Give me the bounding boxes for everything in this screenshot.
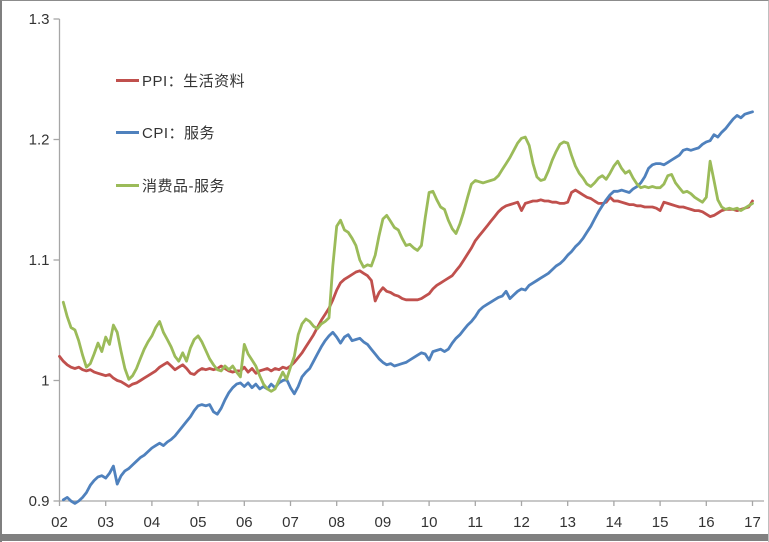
- x-axis-tick-label: 03: [97, 514, 114, 531]
- x-axis-tick-label: 05: [190, 514, 207, 531]
- x-axis-tick-label: 17: [744, 514, 761, 531]
- legend-item-ppi: PPI：生活资料: [116, 70, 245, 90]
- x-axis-tick-label: 09: [375, 514, 392, 531]
- x-axis-tick-label: 14: [606, 514, 623, 531]
- y-axis-tick-label: 1.1: [29, 252, 50, 269]
- series-line-consumer-services: [61, 135, 754, 393]
- series-line-cpi: [61, 110, 754, 505]
- consumer-services-line-swatch: [116, 183, 139, 187]
- x-axis-tick-label: 07: [282, 514, 299, 531]
- x-axis-tick-label: 11: [468, 514, 484, 531]
- ppi-line-swatch: [116, 78, 139, 82]
- x-axis-tick-label: 13: [559, 514, 576, 531]
- x-axis-tick-label: 04: [144, 514, 161, 531]
- x-axis-tick-label: 10: [421, 514, 438, 531]
- legend-label-consumer-services: 消费品-服务: [142, 177, 225, 195]
- legend-item-consumer-services: 消费品-服务: [116, 175, 225, 195]
- series-line-ppi: [58, 188, 754, 388]
- legend-label-ppi: PPI：生活资料: [142, 72, 246, 90]
- y-axis-tick-label: 1.2: [29, 132, 50, 149]
- y-axis-tick-label: 1: [41, 373, 49, 390]
- y-axis-tick-label: 1.3: [29, 11, 50, 28]
- x-axis-tick-label: 15: [652, 514, 669, 531]
- legend-label-cpi: CPI：服务: [142, 124, 216, 142]
- x-axis-tick-label: 12: [513, 514, 530, 531]
- x-axis-tick-label: 16: [698, 514, 715, 531]
- x-axis-tick-label: 06: [236, 514, 253, 531]
- bottom-border-band: [2, 534, 768, 541]
- y-axis-tick-label: 0.9: [29, 493, 50, 510]
- cpi-line-swatch: [116, 130, 139, 134]
- legend-item-cpi: CPI：服务: [116, 122, 215, 142]
- x-axis-tick-label: 08: [328, 514, 345, 531]
- x-axis-tick-label: 02: [51, 514, 68, 531]
